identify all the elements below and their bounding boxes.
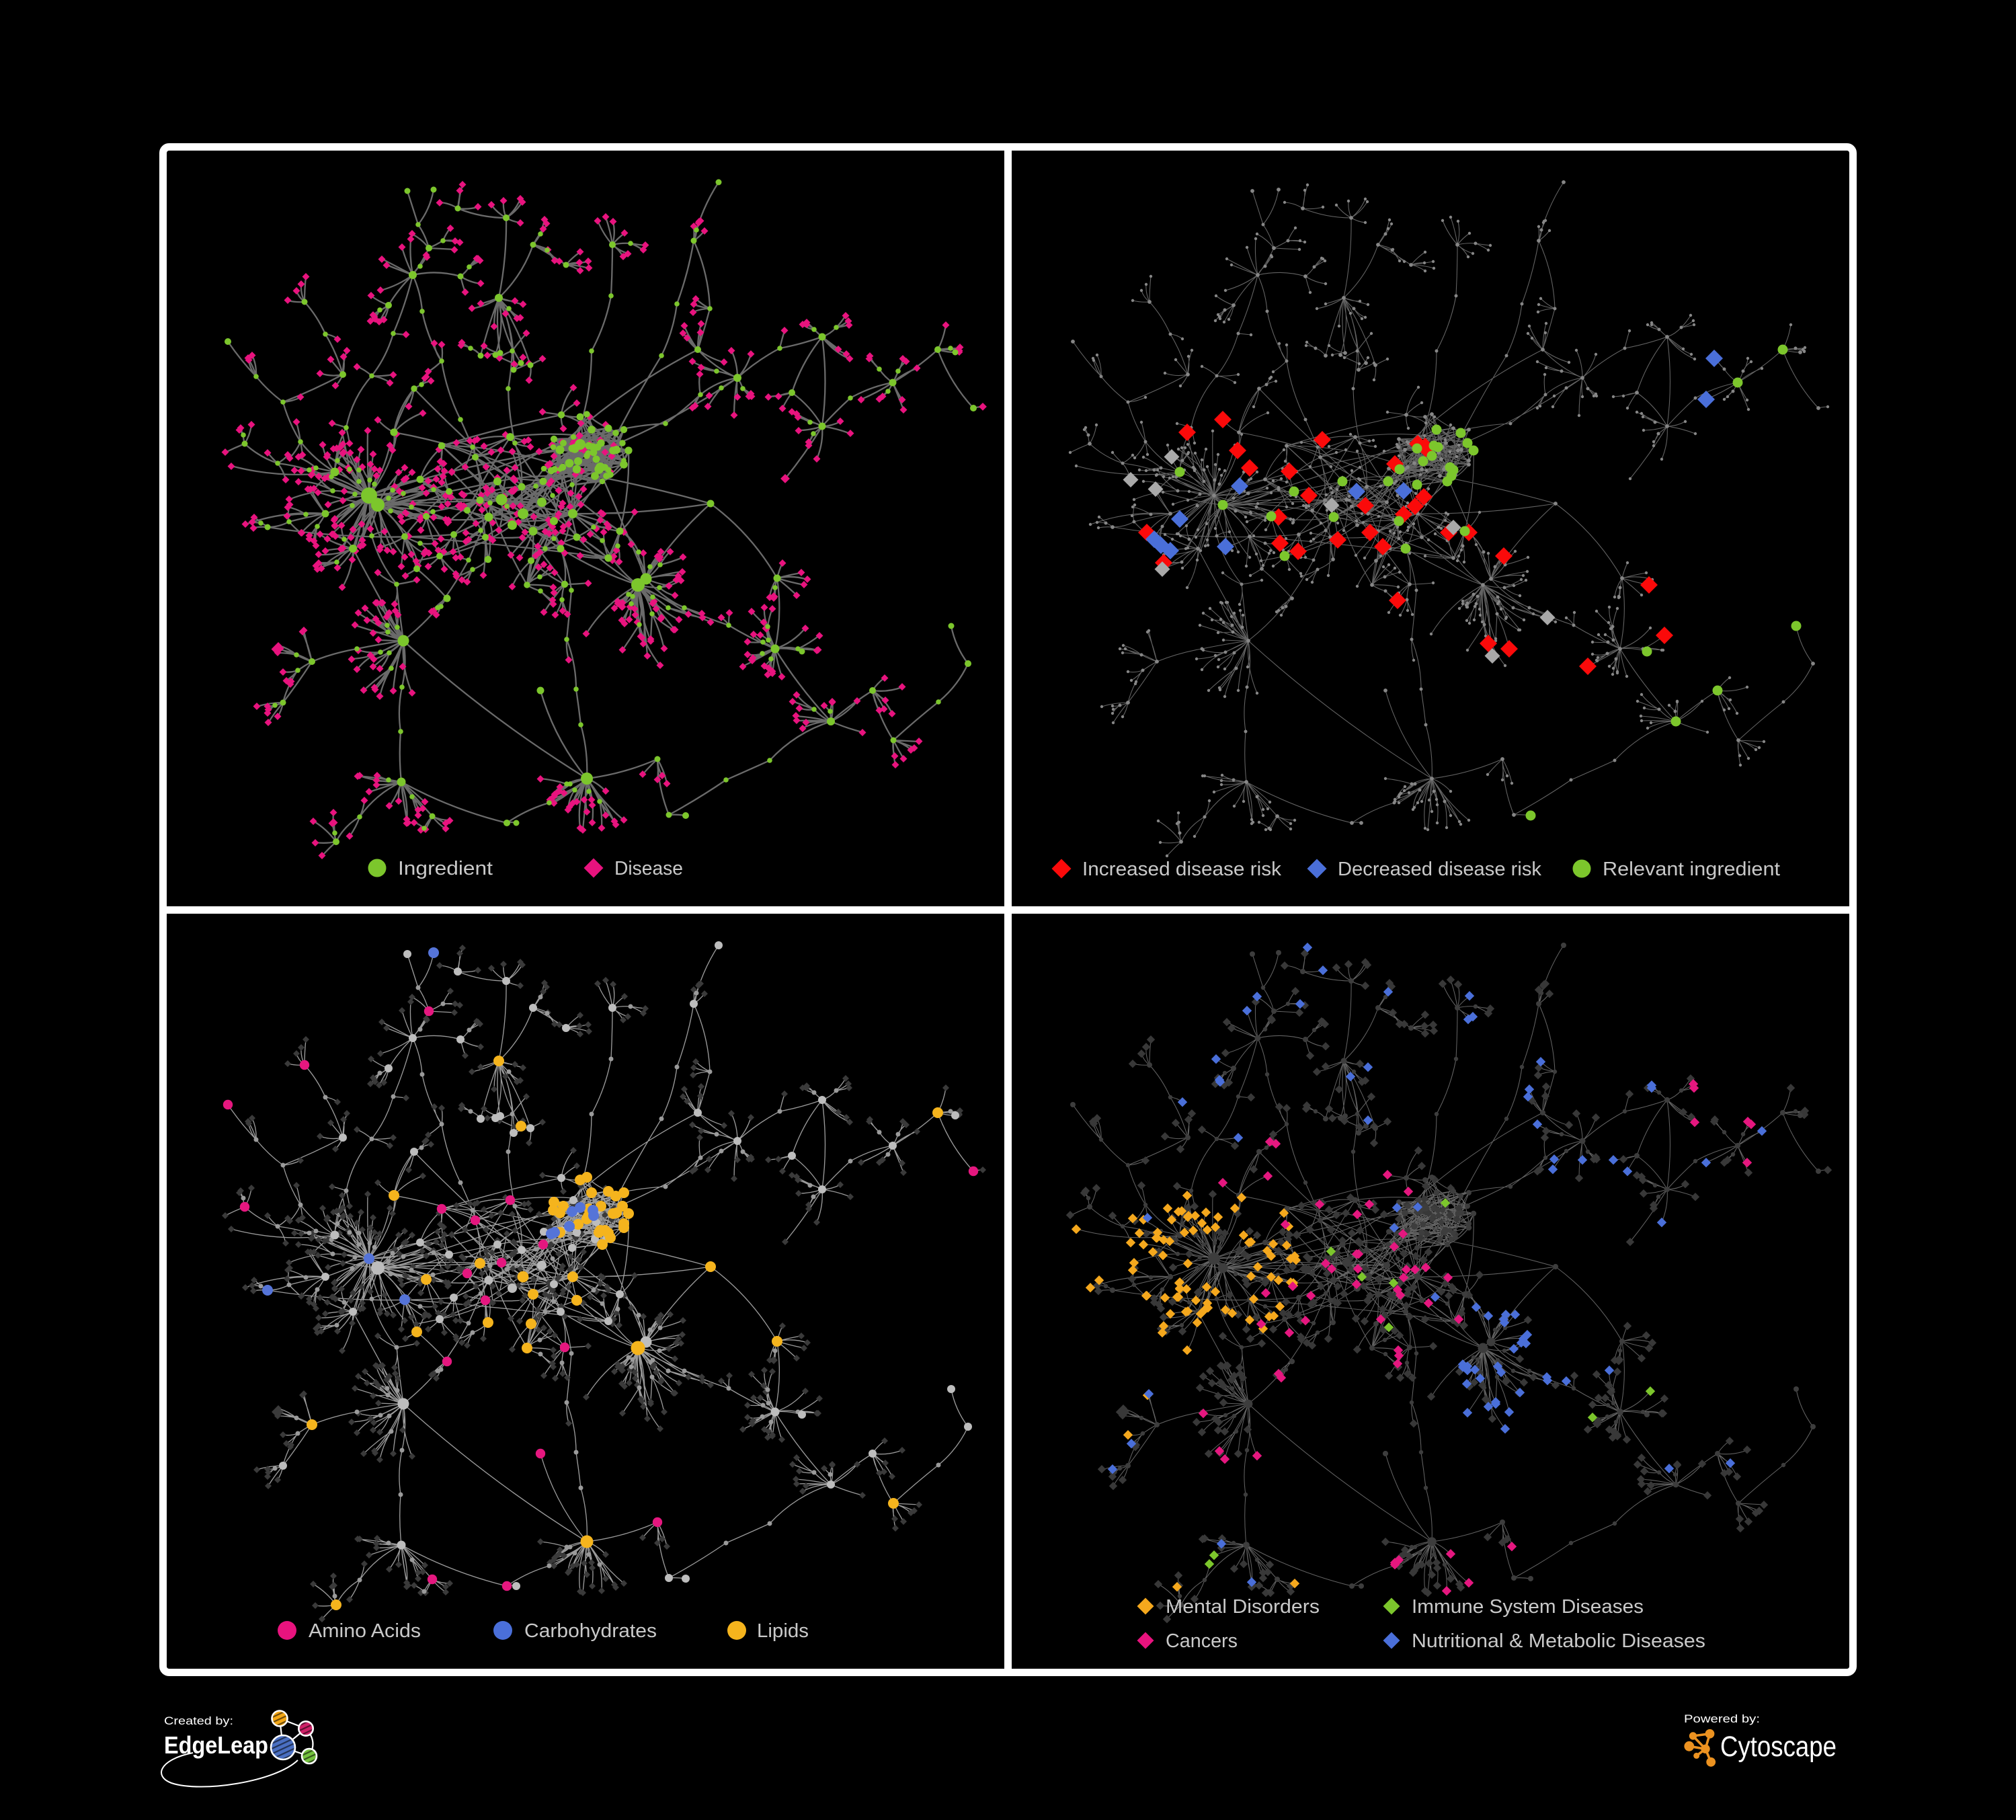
svg-text:Created by:: Created by: xyxy=(164,1714,233,1727)
svg-text:Immune System Diseases: Immune System Diseases xyxy=(1412,1596,1644,1618)
svg-text:Powered by:: Powered by: xyxy=(1684,1712,1760,1725)
svg-text:Cytoscape: Cytoscape xyxy=(1720,1731,1837,1763)
svg-text:Ingredient: Ingredient xyxy=(398,858,493,879)
svg-text:Mental Disorders: Mental Disorders xyxy=(1166,1596,1320,1618)
svg-text:Lipids: Lipids xyxy=(757,1620,809,1642)
svg-text:Relevant ingredient: Relevant ingredient xyxy=(1603,859,1780,880)
svg-text:EdgeLeap: EdgeLeap xyxy=(164,1731,268,1759)
svg-text:Decreased disease risk: Decreased disease risk xyxy=(1338,859,1541,880)
svg-text:Nutritional & Metabolic Diseas: Nutritional & Metabolic Diseases xyxy=(1412,1630,1705,1652)
svg-text:Amino Acids: Amino Acids xyxy=(309,1620,421,1642)
svg-text:Cancers: Cancers xyxy=(1166,1630,1238,1652)
svg-text:Disease: Disease xyxy=(614,858,683,879)
svg-text:Increased disease risk: Increased disease risk xyxy=(1082,859,1282,880)
svg-text:Carbohydrates: Carbohydrates xyxy=(524,1620,657,1642)
